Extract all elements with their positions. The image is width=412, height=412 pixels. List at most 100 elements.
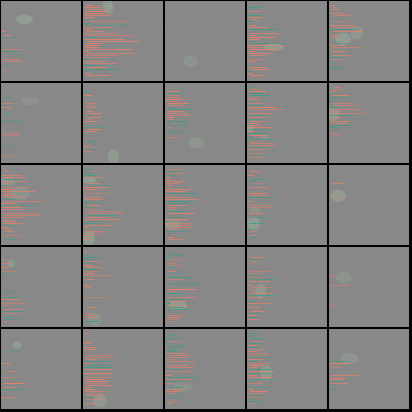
warm-stripe — [86, 279, 95, 280]
cool-stripe — [249, 119, 265, 120]
tile-background — [83, 83, 163, 163]
cool-stripe — [4, 351, 20, 352]
tile-background — [1, 83, 81, 163]
sample-tile — [247, 1, 327, 81]
cool-stripe — [248, 147, 263, 148]
warm-stripe — [248, 27, 267, 28]
warm-stripe — [250, 143, 273, 144]
cool-stripe — [248, 317, 258, 318]
warm-stripe — [85, 317, 96, 318]
warm-stripe — [84, 349, 97, 350]
sample-tile — [247, 329, 327, 409]
glow-blob — [1, 178, 16, 187]
warm-stripe — [1, 259, 8, 260]
warm-stripe — [250, 257, 264, 258]
warm-stripe — [84, 219, 120, 220]
warm-stripe — [249, 403, 253, 404]
warm-stripe — [83, 285, 89, 286]
warm-stripe — [168, 103, 190, 104]
warm-stripe — [1, 59, 19, 60]
sample-tile — [1, 1, 81, 81]
cool-stripe — [167, 109, 191, 110]
warm-stripe — [247, 175, 255, 176]
cool-stripe — [331, 43, 349, 44]
warm-stripe — [85, 189, 98, 190]
warm-stripe — [2, 175, 23, 176]
sample-tile — [1, 247, 81, 327]
cool-stripe — [83, 361, 112, 362]
warm-stripe — [84, 39, 125, 40]
warm-stripe — [332, 89, 343, 90]
warm-stripe — [167, 127, 173, 128]
cool-stripe — [84, 127, 106, 128]
warm-stripe — [85, 231, 104, 232]
warm-stripe — [249, 171, 262, 172]
warm-stripe — [332, 31, 364, 32]
warm-stripe — [85, 43, 103, 44]
cool-stripe — [248, 155, 268, 156]
warm-stripe — [248, 107, 277, 108]
cool-stripe — [248, 301, 255, 302]
warm-stripe — [85, 63, 117, 64]
cool-stripe — [167, 121, 188, 122]
warm-stripe — [3, 201, 42, 202]
warm-stripe — [1, 213, 39, 214]
warm-stripe — [249, 341, 266, 342]
warm-stripe — [83, 265, 92, 266]
warm-stripe — [5, 61, 24, 62]
cool-stripe — [85, 37, 96, 38]
warm-stripe — [332, 105, 355, 106]
warm-stripe — [83, 403, 97, 404]
warm-stripe — [1, 189, 12, 190]
cool-stripe — [4, 239, 16, 240]
cool-stripe — [331, 29, 360, 30]
warm-stripe — [168, 187, 173, 188]
warm-stripe — [250, 235, 257, 236]
warm-stripe — [329, 133, 337, 134]
warm-stripe — [250, 153, 263, 154]
warm-stripe — [250, 311, 266, 312]
warm-stripe — [250, 19, 257, 20]
warm-stripe — [247, 205, 271, 206]
warm-stripe — [83, 271, 98, 272]
warm-stripe — [165, 101, 179, 102]
warm-stripe — [248, 303, 271, 304]
warm-stripe — [86, 49, 133, 50]
sample-image — [83, 165, 163, 245]
warm-stripe — [249, 35, 257, 36]
warm-stripe — [86, 31, 104, 32]
glow-blob — [11, 186, 30, 201]
sample-image — [247, 165, 327, 245]
glow-blob — [250, 206, 261, 214]
tile-background — [329, 165, 409, 245]
sample-tile — [165, 1, 245, 81]
warm-stripe — [167, 279, 184, 280]
cool-stripe — [249, 343, 262, 344]
warm-stripe — [2, 217, 24, 218]
warm-stripe — [85, 225, 115, 226]
cool-stripe — [248, 181, 257, 182]
warm-stripe — [86, 205, 101, 206]
tile-background — [165, 247, 245, 327]
tile-background — [165, 1, 245, 81]
warm-stripe — [85, 73, 92, 74]
cool-stripe — [2, 389, 27, 390]
cool-stripe — [84, 257, 97, 258]
cool-stripe — [251, 379, 279, 380]
warm-stripe — [83, 151, 93, 152]
sample-tile — [329, 83, 409, 163]
warm-stripe — [167, 301, 185, 302]
warm-stripe — [166, 181, 185, 182]
sample-image — [83, 83, 163, 163]
warm-stripe — [332, 15, 352, 16]
warm-stripe — [86, 111, 93, 112]
warm-stripe — [165, 95, 179, 96]
warm-stripe — [84, 237, 88, 238]
warm-stripe — [84, 235, 93, 236]
warm-stripe — [167, 169, 182, 170]
tile-background — [165, 83, 245, 163]
warm-stripe — [86, 395, 104, 396]
warm-stripe — [332, 111, 343, 112]
cool-stripe — [3, 113, 11, 114]
warm-stripe — [249, 117, 264, 118]
